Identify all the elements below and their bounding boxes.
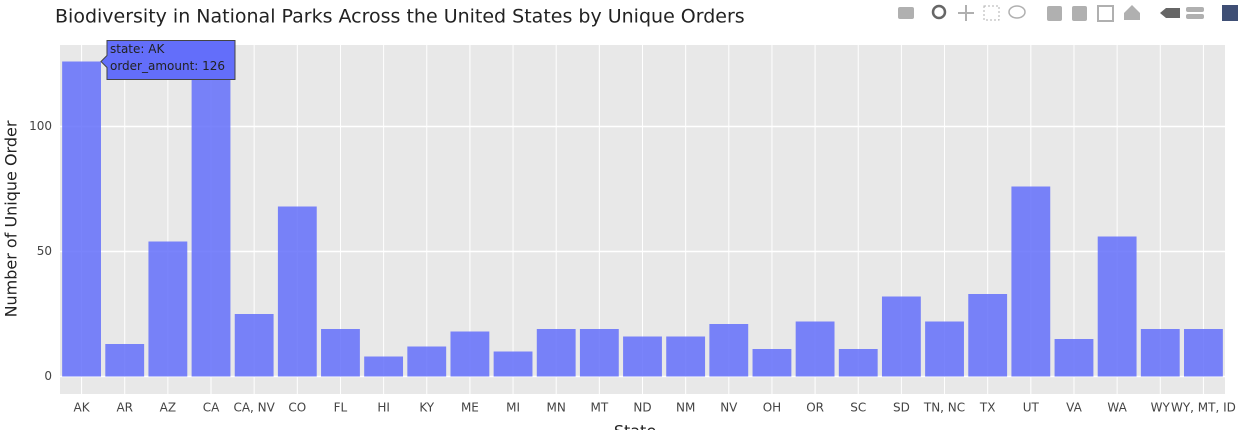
- x-tick-label: HI: [377, 401, 390, 415]
- bar: [450, 331, 490, 377]
- modebar[interactable]: [898, 4, 1238, 22]
- x-tick-label: VA: [1066, 401, 1082, 415]
- x-tick-label: WY, MT, ID: [1171, 401, 1236, 415]
- x-tick-label: WA: [1107, 401, 1127, 415]
- bar: [277, 206, 317, 377]
- spike-icon[interactable]: [1160, 8, 1180, 18]
- hover-closest-icon[interactable]: [1186, 7, 1204, 12]
- x-tick-label: CO: [288, 401, 306, 415]
- x-tick-label: NM: [676, 401, 695, 415]
- chart-title: Biodiversity in National Parks Across th…: [55, 6, 745, 28]
- x-tick-label: CA: [203, 401, 220, 415]
- x-tick-label: ME: [461, 401, 479, 415]
- bar: [321, 329, 360, 377]
- hover-box: [100, 40, 236, 80]
- bar: [881, 296, 921, 377]
- x-tick-label: AR: [116, 401, 133, 415]
- bar: [752, 349, 792, 377]
- hover-compare-icon[interactable]: [1186, 14, 1204, 19]
- x-tick-label: KY: [419, 401, 434, 415]
- bar: [623, 336, 662, 377]
- home-icon[interactable]: [1124, 5, 1140, 20]
- x-tick-label: SD: [893, 401, 910, 415]
- camera-icon[interactable]: [898, 7, 914, 19]
- x-tick-label: SC: [850, 401, 866, 415]
- autoscale-icon[interactable]: [1097, 5, 1114, 22]
- x-tick-label: MT: [591, 401, 609, 415]
- bar: [795, 321, 835, 377]
- zoom-out-icon[interactable]: [1072, 6, 1087, 21]
- pan-icon[interactable]: [958, 5, 974, 21]
- y-tick-label: 50: [37, 244, 52, 258]
- bar: [1140, 329, 1180, 377]
- x-tick-label: AZ: [160, 401, 176, 415]
- bar: [666, 336, 706, 377]
- x-tick-label: UT: [1023, 401, 1040, 415]
- x-tick-label: TX: [979, 401, 996, 415]
- x-tick-label: OH: [763, 401, 781, 415]
- bar: [364, 356, 404, 377]
- select-icon[interactable]: [983, 5, 1000, 21]
- zoom-icon[interactable]: [931, 4, 947, 20]
- bar: [536, 329, 576, 377]
- hover-label: state: AK order_amount: 126: [100, 40, 236, 80]
- bar: [968, 294, 1008, 377]
- hover-text: state: AK: [110, 42, 165, 56]
- bar: [1097, 236, 1137, 377]
- x-tick-label: MN: [547, 401, 566, 415]
- x-tick-label: TN, NC: [923, 401, 965, 415]
- bar: [148, 241, 188, 377]
- bar: [925, 321, 964, 377]
- x-tick-label: FL: [334, 401, 348, 415]
- bar: [407, 346, 447, 377]
- bar: [579, 329, 619, 377]
- x-axis-title: State: [614, 422, 656, 430]
- bar: [709, 324, 749, 377]
- bar: [105, 344, 145, 377]
- bar: [493, 351, 533, 377]
- bar: [191, 61, 231, 377]
- x-tick-label: WY: [1151, 401, 1171, 415]
- y-tick-label: 100: [29, 119, 52, 133]
- plotly-logo[interactable]: [1222, 5, 1238, 21]
- y-axis-title: Number of Unique Order: [2, 120, 21, 317]
- bar: [1011, 186, 1051, 377]
- bar: [1184, 329, 1223, 377]
- x-tick-label: ND: [633, 401, 651, 415]
- hover-text: order_amount: 126: [110, 59, 225, 73]
- y-tick-label: 0: [44, 369, 52, 383]
- bar: [838, 349, 878, 377]
- zoom-in-icon[interactable]: [1047, 6, 1062, 21]
- x-tick-label: CA, NV: [233, 401, 275, 415]
- x-tick-label: AK: [74, 401, 91, 415]
- x-tick-label: MI: [506, 401, 520, 415]
- bar: [234, 314, 274, 377]
- bar: [1054, 339, 1094, 377]
- x-tick-label: NV: [720, 401, 738, 415]
- x-tick-label: OR: [806, 401, 824, 415]
- bar: [62, 61, 101, 377]
- lasso-icon[interactable]: [1008, 5, 1026, 19]
